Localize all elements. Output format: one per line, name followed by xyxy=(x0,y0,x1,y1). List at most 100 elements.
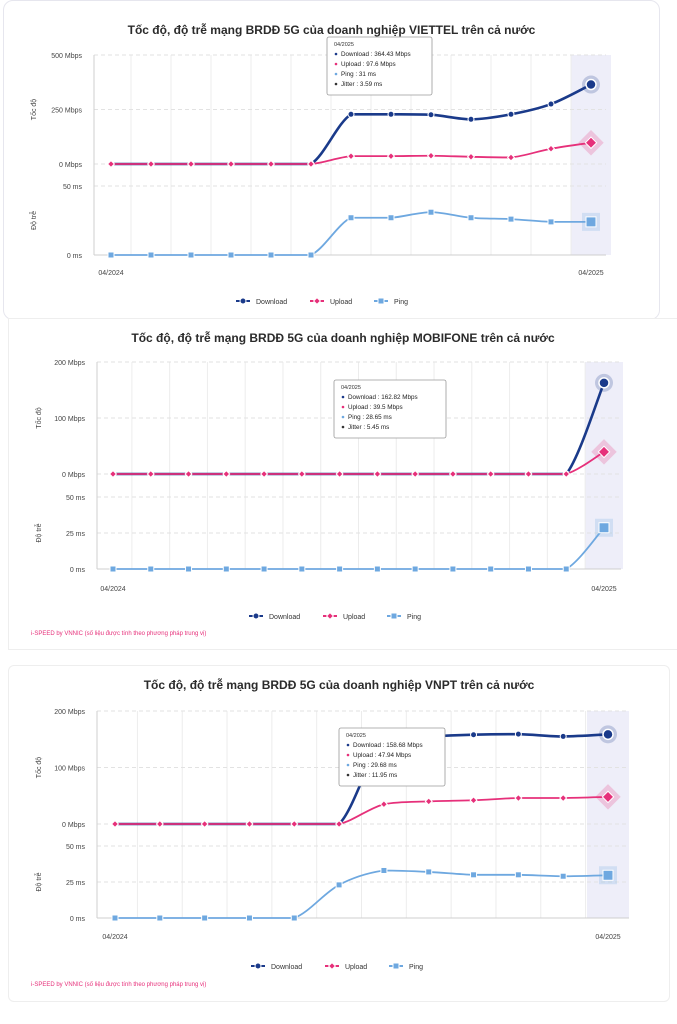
upload-point xyxy=(155,819,164,829)
download-point xyxy=(507,110,515,118)
upload-point xyxy=(259,469,269,479)
download-point xyxy=(514,730,522,738)
ping-point xyxy=(185,565,193,573)
chart-panel-vnpt: Tốc độ, độ trễ mạng BRDĐ 5G của doanh ng… xyxy=(8,665,670,1002)
legend-ping-label: Ping xyxy=(409,964,423,971)
tooltip-line: Ping : 29.68 ms xyxy=(353,762,397,769)
legend-download-symbol xyxy=(254,962,262,970)
upload-point xyxy=(506,153,516,162)
tooltip-box xyxy=(333,379,447,439)
speed-tick-label: 100 Mbps xyxy=(54,416,85,423)
tooltip-bullet xyxy=(346,773,350,777)
upload-point xyxy=(546,144,556,153)
latency-tick-label: 50 ms xyxy=(66,495,86,502)
download-point xyxy=(547,100,555,108)
speed-tick-label: 100 Mbps xyxy=(54,766,85,773)
upload-point xyxy=(146,469,155,479)
latency-axis-title: Độ trễ xyxy=(34,872,43,891)
ping-point xyxy=(290,914,298,922)
ping-point xyxy=(507,215,515,223)
latency-tick-label: 0 ms xyxy=(70,916,86,923)
tooltip-line: Upload : 47.94 Mbps xyxy=(353,752,411,759)
hover-highlight-band xyxy=(587,711,629,918)
tooltip-bullet xyxy=(341,405,345,409)
upload-point xyxy=(110,819,120,829)
upload-point xyxy=(335,469,344,479)
ping-point xyxy=(298,565,306,573)
download-point xyxy=(559,732,567,740)
tooltip-bullet xyxy=(334,52,338,56)
ping-point xyxy=(562,565,570,573)
tooltip-box xyxy=(338,727,446,787)
tooltip-line: Download : 162.82 Mbps xyxy=(348,394,418,401)
ping-point xyxy=(559,872,567,880)
tooltip-line: Download : 364.43 Mbps xyxy=(341,51,411,58)
speed-axis-title: Tốc độ xyxy=(34,757,43,779)
ping-point xyxy=(201,914,209,922)
upload-point xyxy=(466,152,476,161)
tooltip-line: Jitter : 11.95 ms xyxy=(353,772,397,779)
speed-tick-label: 0 Mbps xyxy=(62,472,85,479)
tooltip-line: Upload : 39.5 Mbps xyxy=(348,404,403,411)
ping-point xyxy=(524,565,532,573)
legend-upload-symbol xyxy=(312,296,322,306)
upload-point xyxy=(222,469,231,479)
x-tick-label-end: 04/2025 xyxy=(578,270,603,277)
tooltip-bullet xyxy=(341,415,345,419)
chart-mobifone-svg: 0 Mbps 100 Mbps 200 Mbps 0 ms 25 ms 50 ms Tốc … xyxy=(34,360,623,621)
ping-point xyxy=(187,251,195,259)
legend-download-label: Download xyxy=(271,964,302,971)
upload-point xyxy=(469,796,478,805)
ping-point xyxy=(487,565,495,573)
ping-point xyxy=(585,216,597,228)
legend-upload-label: Upload xyxy=(343,614,365,621)
legend-upload-label: Upload xyxy=(330,299,352,306)
tooltip-line: Jitter : 5.45 ms xyxy=(348,424,389,431)
ping-point xyxy=(267,251,275,259)
ping-point xyxy=(602,869,614,881)
upload-point xyxy=(426,151,436,160)
tooltip-date: 04/2025 xyxy=(346,733,366,739)
tooltip-bullet xyxy=(341,425,345,429)
speed-tick-label: 200 Mbps xyxy=(54,709,85,716)
download-point xyxy=(387,110,395,118)
download-point xyxy=(598,377,610,389)
ping-point xyxy=(347,214,355,222)
legend-download-label: Download xyxy=(256,299,287,306)
legend-upload-label: Upload xyxy=(345,964,367,971)
upload-point xyxy=(601,790,615,804)
latency-tick-label: 50 ms xyxy=(63,184,83,191)
upload-point xyxy=(486,469,495,479)
x-tick-label-start: 04/2024 xyxy=(102,934,127,941)
ping-point xyxy=(156,914,164,922)
latency-tick-label: 25 ms xyxy=(66,531,86,538)
upload-point xyxy=(448,469,458,479)
upload-point xyxy=(290,819,299,829)
tooltip-bullet xyxy=(334,82,338,86)
legend-upload-symbol xyxy=(325,611,335,621)
speed-tick-label: 500 Mbps xyxy=(51,53,82,60)
chart-title: Tốc độ, độ trễ mạng BRDĐ 5G của doanh ng… xyxy=(127,23,536,37)
ping-point xyxy=(109,565,117,573)
chart-vnpt-svg: 0 Mbps 100 Mbps 200 Mbps 0 ms 25 ms 50 ms Tốc … xyxy=(34,709,629,971)
upload-point xyxy=(379,800,389,809)
ping-point xyxy=(380,866,388,874)
latency-tick-label: 50 ms xyxy=(66,844,86,851)
chart-viettel-svg: 0 Mbps 250 Mbps 500 Mbps 0 ms 50 ms Tốc độ Độ … xyxy=(29,36,611,306)
download-point xyxy=(467,115,475,123)
ping-point xyxy=(598,522,610,534)
upload-point xyxy=(108,469,118,479)
upload-point xyxy=(184,469,193,479)
latency-axis-title: Độ trễ xyxy=(29,211,38,230)
speed-tick-label: 0 Mbps xyxy=(59,162,82,169)
upload-point xyxy=(386,152,396,161)
ping-point xyxy=(260,565,268,573)
upload-point xyxy=(346,152,356,161)
tooltip-date: 04/2025 xyxy=(341,385,361,391)
tooltip-bullet xyxy=(334,62,338,66)
speed-tick-label: 200 Mbps xyxy=(54,360,85,367)
legend-download-symbol xyxy=(252,612,260,620)
ping-point xyxy=(387,214,395,222)
ping-point xyxy=(147,565,155,573)
ping-point xyxy=(547,218,555,226)
